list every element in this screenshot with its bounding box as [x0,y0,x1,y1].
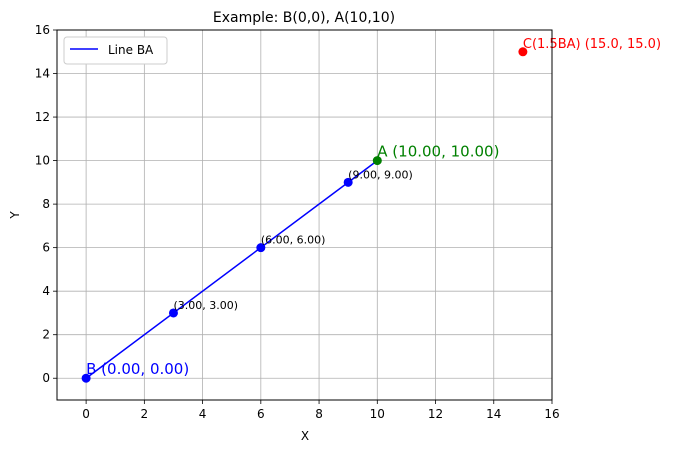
legend-box [63,36,168,65]
x-tick-label: 10 [370,407,385,421]
y-tick-label: 2 [42,328,50,342]
x-axis-ticks: 0 2 4 6 8 10 12 14 16 [82,400,560,421]
legend-entry-label: Line BA [108,43,154,57]
point-label-p1: (3.00, 3.00) [173,299,238,312]
y-tick-label: 6 [42,241,50,255]
y-tick-label: 0 [42,371,50,385]
point-b [81,373,91,383]
x-tick-label: 0 [82,407,90,421]
x-tick-label: 8 [315,407,323,421]
y-tick-label: 8 [42,197,50,211]
x-tick-label: 12 [428,407,443,421]
point-c [518,47,528,57]
x-tick-label: 2 [141,407,149,421]
chart-title: Example: B(0,0), A(10,10) [213,10,395,26]
x-tick-label: 4 [199,407,207,421]
y-tick-label: 10 [35,154,50,168]
point-a [372,156,382,166]
legend: Line BA [63,36,168,65]
series-line-ba [85,159,378,379]
point-label-b: B (0.00, 0.00) [86,360,189,378]
point-label-c: C(1.5BA) (15.0, 15.0) [523,37,661,52]
point-label-p2: (6.00, 6.00) [261,234,326,247]
y-tick-label: 4 [42,284,50,298]
x-tick-label: 16 [544,407,559,421]
y-tick-label: 12 [35,110,50,124]
x-axis-label: X [301,429,309,443]
series-layer [85,159,378,379]
y-axis-ticks: 0 2 4 6 8 10 12 14 16 [35,23,57,385]
y-tick-label: 16 [35,23,50,37]
points-layer: B (0.00, 0.00) (3.00, 3.00) (6.00, 6.00) (9… [81,37,661,383]
point-label-p3: (9.00, 9.00) [348,168,413,181]
x-tick-label: 6 [257,407,265,421]
point-p1 [168,308,178,318]
plot-frame [56,29,553,401]
x-tick-label: 14 [486,407,501,421]
point-p2 [256,243,266,253]
point-label-a: A (10.00, 10.00) [377,143,499,161]
point-p3 [343,177,353,187]
y-tick-label: 14 [35,67,50,81]
y-axis-label: Y [8,211,22,220]
